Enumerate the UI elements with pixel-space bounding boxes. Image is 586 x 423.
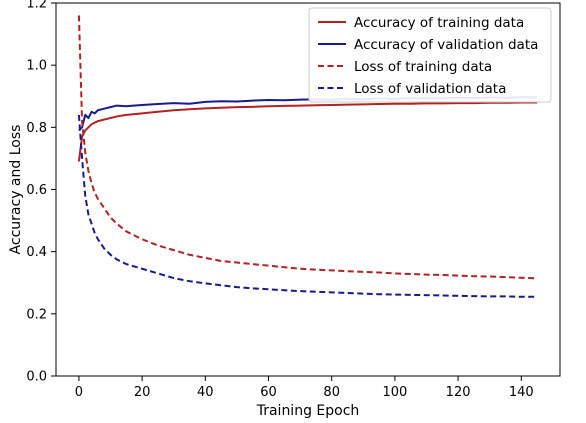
- legend-label-2: Accuracy of validation data: [354, 37, 538, 53]
- x-tick-label: 40: [197, 385, 214, 400]
- x-tick-label: 100: [382, 385, 407, 400]
- legend-label-4: Loss of validation data: [354, 81, 506, 97]
- x-tick-label: 60: [260, 385, 277, 400]
- y-tick-label: 0.2: [26, 307, 47, 322]
- y-tick-label: 0.4: [26, 245, 47, 260]
- x-axis: 0 20 40 60 80 100 120 140: [75, 376, 534, 400]
- x-tick-label: 120: [446, 385, 471, 400]
- y-tick-label: 1.0: [26, 59, 47, 74]
- x-tick-label: 140: [509, 385, 534, 400]
- legend-box: [308, 7, 552, 103]
- y-tick-label: 0.0: [26, 370, 47, 385]
- y-axis: 0.0 0.2 0.4 0.6 0.8 1.0 1.2: [26, 0, 56, 385]
- legend: Accuracy of training data Accuracy of val…: [308, 7, 552, 103]
- series-line-3: [77, 15, 538, 280]
- y-tick-label: 1.2: [26, 0, 47, 12]
- legend-label-3: Loss of training data: [354, 59, 492, 75]
- series-line-4: [77, 114, 538, 298]
- x-tick-label: 20: [134, 385, 151, 400]
- legend-label-1: Accuracy of training data: [354, 15, 524, 31]
- y-tick-label: 0.6: [26, 183, 47, 198]
- x-tick-label: 0: [75, 385, 83, 400]
- x-axis-label: Training Epoch: [256, 403, 360, 419]
- series-line-1: [77, 101, 538, 162]
- y-tick-label: 0.8: [26, 121, 47, 136]
- y-axis-label: Accuracy and Loss: [8, 125, 24, 255]
- x-tick-label: 80: [323, 385, 340, 400]
